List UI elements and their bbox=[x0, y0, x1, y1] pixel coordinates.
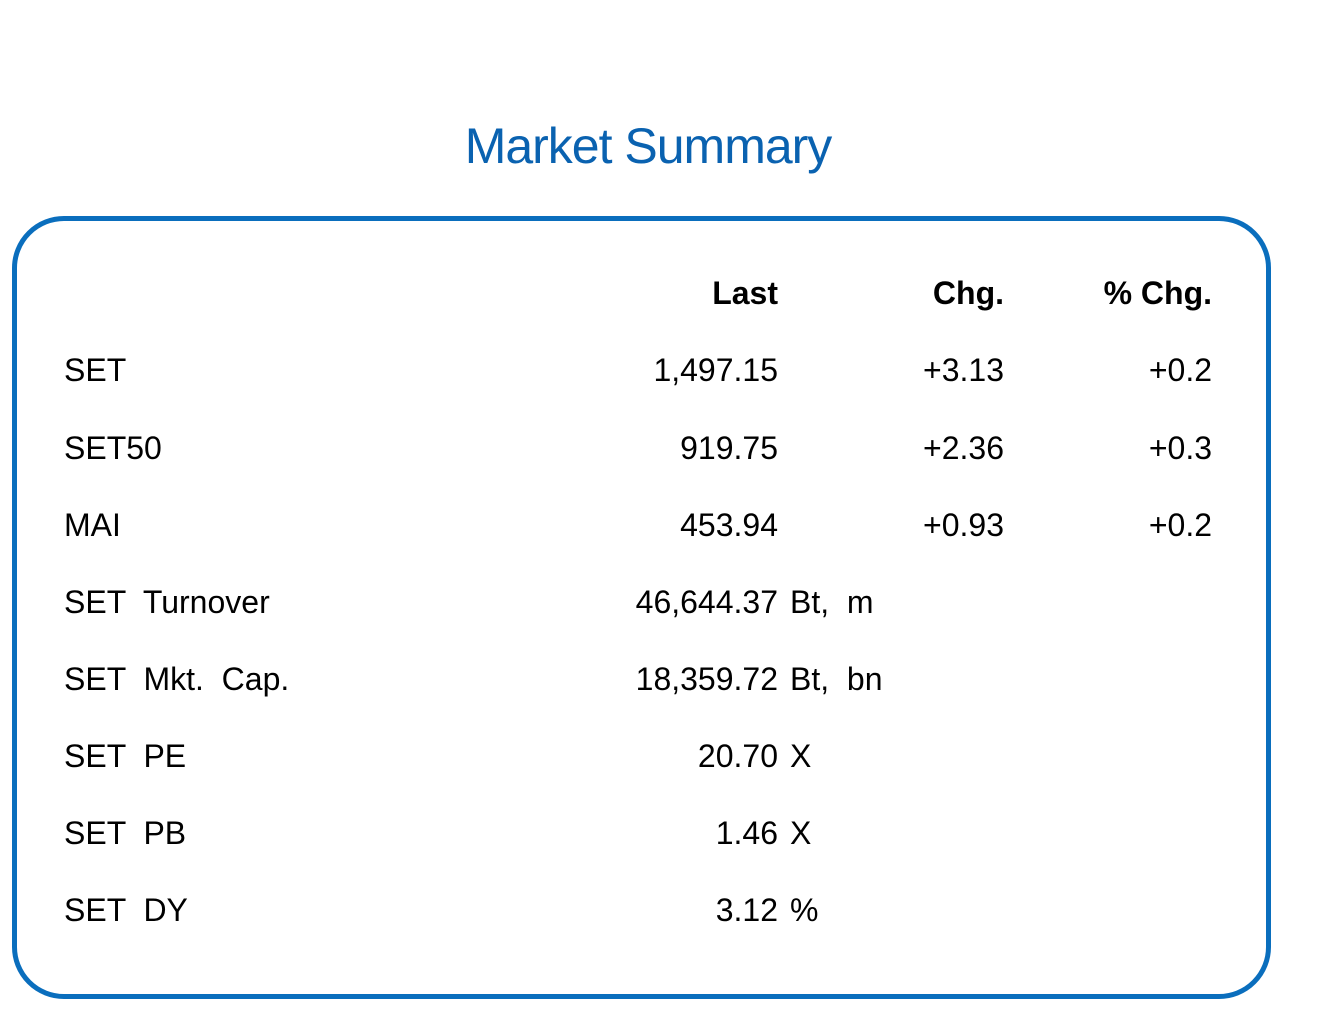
row-pct-chg: +0.2 bbox=[1148, 352, 1212, 388]
row-value: 20.70 bbox=[697, 738, 778, 774]
page-title: Market Summary bbox=[464, 118, 833, 174]
row-value: 3.12 bbox=[715, 892, 778, 928]
table-row-set: SET 1,497.15 +3.13 +0.2 bbox=[0, 350, 1330, 390]
row-label: SET Turnover bbox=[64, 584, 270, 620]
row-label: SET50 bbox=[64, 430, 162, 466]
row-unit: X bbox=[790, 815, 812, 851]
table-row-dy: SET DY 3.12 % bbox=[0, 890, 1330, 930]
header-pct-chg: % Chg. bbox=[1103, 275, 1212, 311]
summary-panel bbox=[12, 216, 1271, 999]
row-label: SET DY bbox=[64, 892, 188, 928]
header-last: Last bbox=[712, 275, 778, 311]
table-row-pe: SET PE 20.70 X bbox=[0, 736, 1330, 776]
row-last: 453.94 bbox=[680, 507, 778, 543]
table-row-set50: SET50 919.75 +2.36 +0.3 bbox=[0, 428, 1330, 468]
row-last: 919.75 bbox=[680, 430, 778, 466]
row-label: MAI bbox=[64, 507, 121, 543]
row-unit: Bt, m bbox=[790, 584, 874, 620]
row-unit: % bbox=[790, 892, 819, 928]
table-row-mkt-cap: SET Mkt. Cap. 18,359.72 Bt, bn bbox=[0, 659, 1330, 699]
row-value: 1.46 bbox=[715, 815, 778, 851]
table-row-mai: MAI 453.94 +0.93 +0.2 bbox=[0, 505, 1330, 545]
row-chg: +3.13 bbox=[923, 352, 1004, 388]
header-chg: Chg. bbox=[932, 275, 1004, 311]
row-label: SET bbox=[64, 352, 127, 388]
row-pct-chg: +0.2 bbox=[1148, 507, 1212, 543]
table-header: Last Chg. % Chg. bbox=[0, 273, 1330, 313]
row-chg: +0.93 bbox=[923, 507, 1004, 543]
row-value: 18,359.72 bbox=[635, 661, 778, 697]
row-unit: Bt, bn bbox=[790, 661, 883, 697]
row-label: SET Mkt. Cap. bbox=[64, 661, 290, 697]
table-row-turnover: SET Turnover 46,644.37 Bt, m bbox=[0, 582, 1330, 622]
row-last: 1,497.15 bbox=[653, 352, 778, 388]
table-row-pb: SET PB 1.46 X bbox=[0, 813, 1330, 853]
row-label: SET PB bbox=[64, 815, 187, 851]
row-unit: X bbox=[790, 738, 812, 774]
row-value: 46,644.37 bbox=[635, 584, 778, 620]
row-pct-chg: +0.3 bbox=[1148, 430, 1212, 466]
row-label: SET PE bbox=[64, 738, 187, 774]
row-chg: +2.36 bbox=[923, 430, 1004, 466]
